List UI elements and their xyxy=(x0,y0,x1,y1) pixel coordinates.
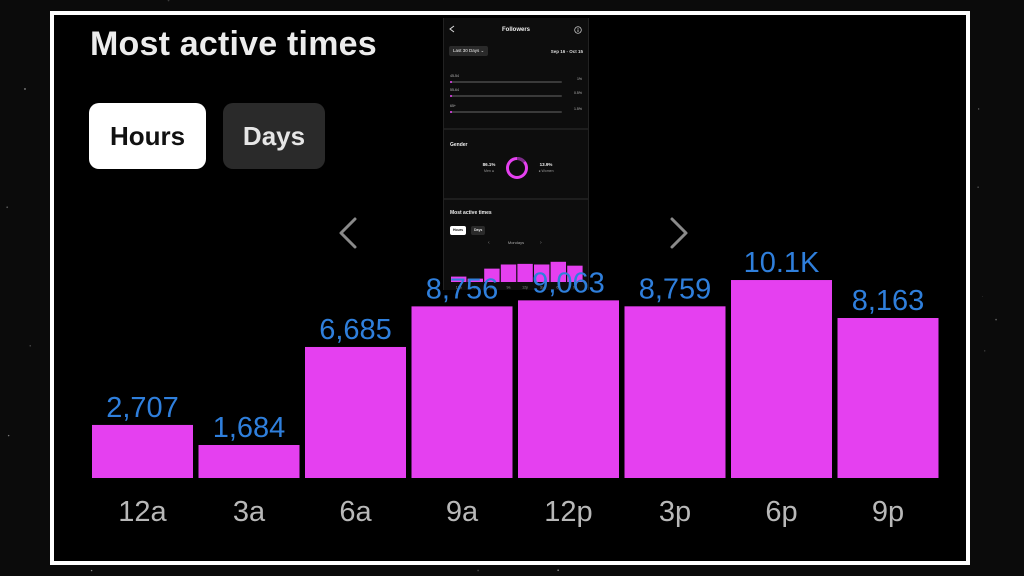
mini-tick-label: 12a xyxy=(456,286,462,290)
screenshot-frame: Most active times Hours Days Followers L… xyxy=(50,11,970,565)
x-tick-label: 12p xyxy=(544,496,592,528)
bar-3p xyxy=(624,306,726,478)
age-row-percentage: 1% xyxy=(576,77,582,81)
bar-6a xyxy=(305,346,406,478)
phone-header-title: Followers xyxy=(501,27,530,33)
mini-tick-label: 3p xyxy=(540,286,544,290)
x-tick-label: 6a xyxy=(339,496,372,528)
chevron-left-icon[interactable]: ‹ xyxy=(488,240,490,246)
age-row-fill xyxy=(450,81,452,83)
divider xyxy=(444,128,588,130)
chevron-right-icon[interactable]: › xyxy=(540,240,542,246)
noise-speck xyxy=(982,295,983,297)
x-tick-label: 9p xyxy=(872,496,904,528)
chevron-left-icon[interactable] xyxy=(337,215,361,251)
age-row: 55-64 0.5% xyxy=(450,88,582,100)
bar-chart: 2,70712a1,6843a6,6856a8,7569a9,06312p8,7… xyxy=(92,247,939,528)
noise-speck xyxy=(90,569,93,572)
bar-3a xyxy=(198,444,300,478)
mini-tick-label: 3a xyxy=(473,286,477,290)
value-label: 9,063 xyxy=(532,267,605,299)
gender-title: Gender xyxy=(450,142,468,148)
bar-9p xyxy=(837,318,939,478)
noise-speck xyxy=(995,318,997,321)
women-percentage: 13.9% xyxy=(539,162,553,167)
x-tick-label: 6p xyxy=(765,496,797,528)
noise-speck xyxy=(29,345,31,347)
mini-hours-tab[interactable]: Hours xyxy=(450,226,467,235)
mini-tick-label: 9a xyxy=(507,286,511,290)
age-row-track xyxy=(450,111,562,113)
info-icon[interactable] xyxy=(574,26,582,34)
noise-speck xyxy=(167,0,170,2)
value-label: 8,163 xyxy=(852,285,925,317)
value-label: 8,756 xyxy=(426,273,499,305)
mini-bar xyxy=(484,268,500,282)
mini-bar xyxy=(467,278,483,282)
mini-bar-chart: 12a 3a 6a 9a 12p 3p 6p 9p xyxy=(451,261,583,290)
age-row-fill xyxy=(450,95,452,97)
mini-bar xyxy=(534,264,550,282)
mini-tick-label: 6a xyxy=(490,286,494,290)
phone-screenshot: Followers Last 30 Days ⌄ Sep 16 - Oct 15… xyxy=(443,18,589,290)
date-range-text: Sep 16 - Oct 15 xyxy=(550,49,583,54)
mini-bar xyxy=(517,263,533,282)
age-row-fill xyxy=(450,111,452,113)
noise-speck xyxy=(7,434,10,437)
mini-tick-label: 6p xyxy=(556,286,560,290)
date-range-select[interactable]: Last 30 Days ⌄ xyxy=(449,46,489,56)
days-tab[interactable]: Days xyxy=(223,103,325,169)
noise-speck xyxy=(977,186,979,188)
age-row: 45-54 1% xyxy=(450,74,582,86)
mini-bar xyxy=(567,265,583,282)
x-tick-label: 3p xyxy=(659,496,691,528)
age-row-track xyxy=(450,81,562,83)
age-row-label: 55-64 xyxy=(450,88,459,92)
bar-6p xyxy=(731,280,832,478)
gender-donut-chart xyxy=(506,157,528,179)
mini-days-tab[interactable]: Days xyxy=(471,226,486,235)
age-row-label: 65+ xyxy=(450,104,456,108)
noise-speck xyxy=(984,350,986,352)
age-row: 65+ 1.5% xyxy=(450,104,582,116)
noise-speck xyxy=(477,569,480,572)
men-label: Men ● xyxy=(484,169,494,173)
bar-12p xyxy=(518,300,619,478)
age-row-label: 45-54 xyxy=(450,74,459,78)
value-label: 2,707 xyxy=(106,392,179,424)
value-label: 1,684 xyxy=(213,412,286,444)
divider xyxy=(444,198,588,200)
mini-tick-label: 9p xyxy=(573,286,577,290)
bar-12a xyxy=(92,424,193,478)
hours-tab[interactable]: Hours xyxy=(89,103,206,169)
chevron-right-icon[interactable] xyxy=(666,215,690,251)
noise-speck xyxy=(24,88,26,90)
day-label: Mondays xyxy=(507,240,525,245)
age-row-percentage: 1.5% xyxy=(574,107,582,111)
x-tick-label: 3a xyxy=(233,496,266,528)
noise-speck xyxy=(557,569,560,572)
women-label: ● Women xyxy=(538,169,554,173)
mini-bar xyxy=(451,276,467,282)
age-row-percentage: 0.5% xyxy=(574,91,582,95)
x-tick-label: 12a xyxy=(118,496,167,528)
mini-bar xyxy=(500,264,517,282)
value-label: 8,759 xyxy=(639,273,712,305)
value-label: 6,685 xyxy=(319,314,392,346)
mini-tick-label: 12p xyxy=(522,286,528,290)
x-tick-label: 9a xyxy=(446,496,479,528)
noise-speck xyxy=(977,108,980,110)
men-percentage: 86.1% xyxy=(482,162,496,167)
bar-9a xyxy=(411,306,513,478)
page-title: Most active times xyxy=(90,25,377,63)
age-row-track xyxy=(450,95,562,97)
back-arrow-icon[interactable] xyxy=(448,25,456,33)
value-label: 10.1K xyxy=(744,247,820,279)
most-active-title: Most active times xyxy=(450,210,492,216)
noise-speck xyxy=(6,206,9,209)
mini-bar xyxy=(550,261,566,282)
phone-header: Followers xyxy=(444,18,588,44)
